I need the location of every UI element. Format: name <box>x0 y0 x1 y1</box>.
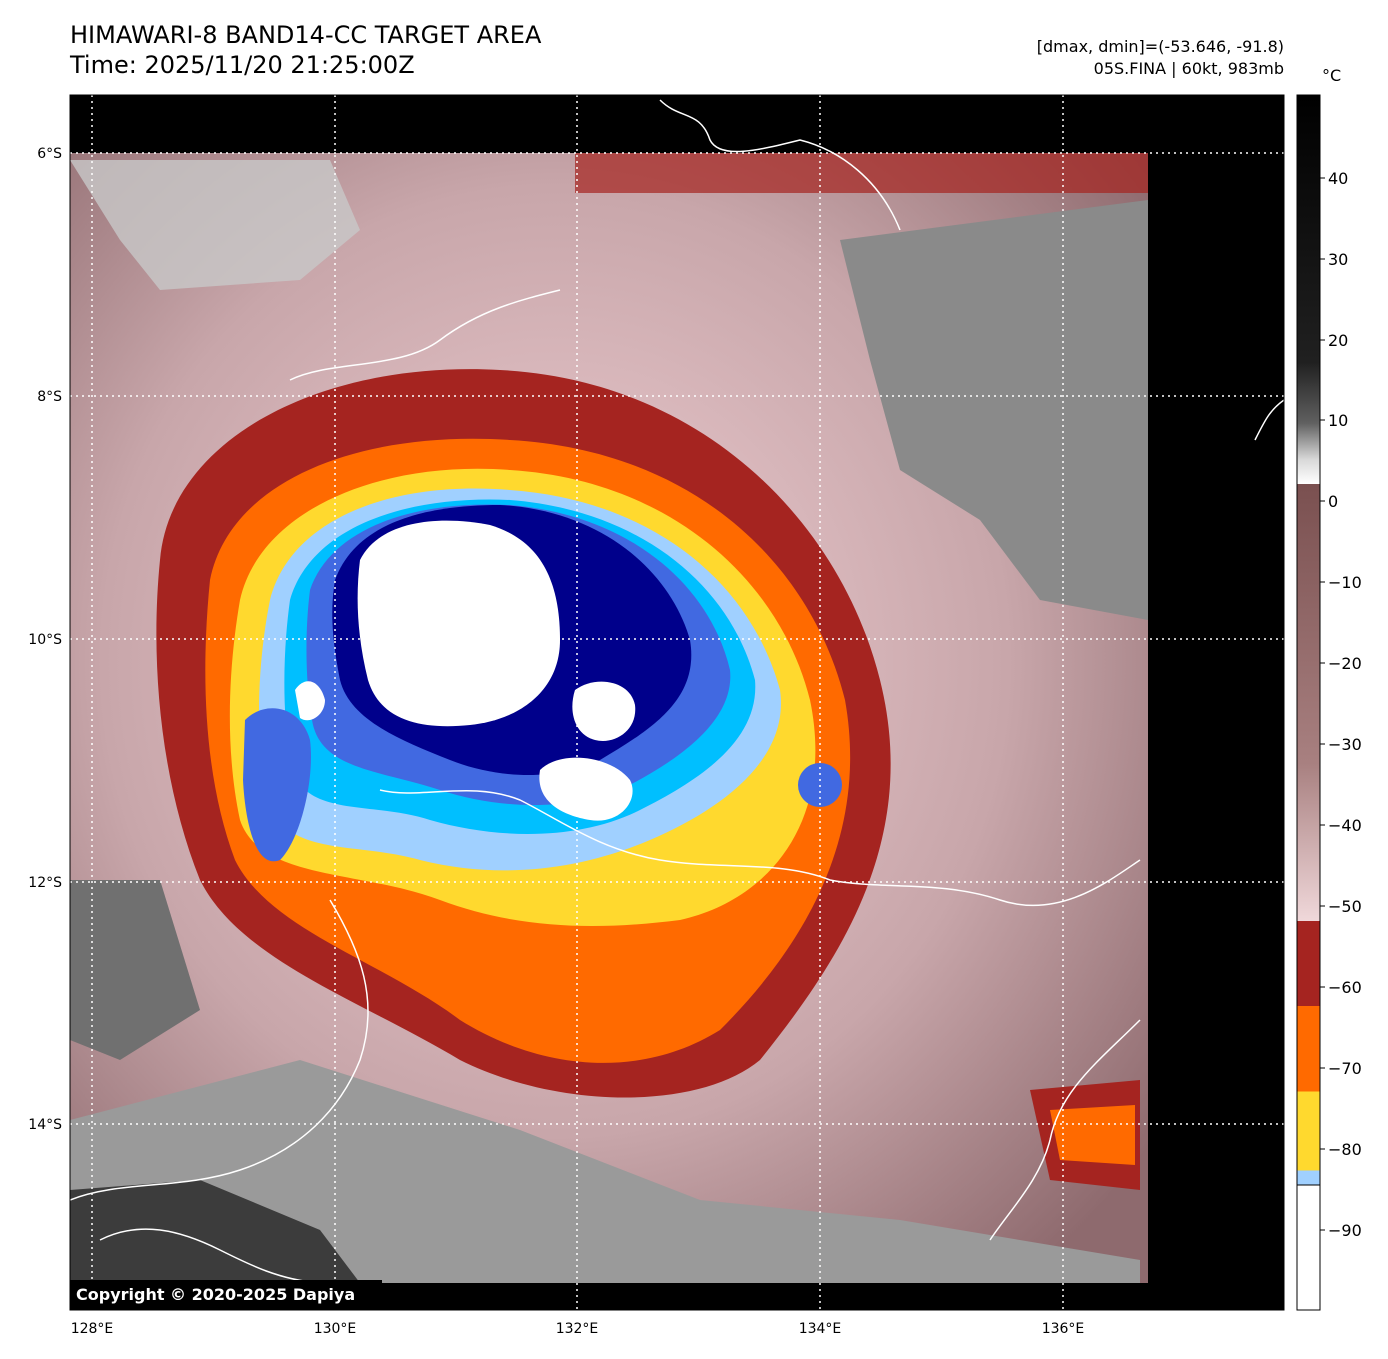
lon-label: 136°E <box>1042 1321 1085 1337</box>
coastline-far-east <box>1254 399 1284 441</box>
warm-area-east <box>840 200 1148 620</box>
title-line-2: Time: 2025/11/20 21:25:00Z <box>70 51 415 79</box>
coastlines <box>70 99 1284 1284</box>
colorbar-tick-label: −30 <box>1328 735 1362 754</box>
colorbar-coldest-bin <box>1296 1184 1321 1311</box>
imagery <box>70 95 1284 1310</box>
coastline-north-australia <box>379 789 1141 907</box>
coldest-cloud-top-main <box>357 520 560 727</box>
warm-area-west <box>70 880 200 1060</box>
outer-band-cold-cell <box>243 708 311 862</box>
southeast-cells-core <box>1050 1105 1135 1165</box>
storm-info: [dmax, dmin]=(-53.646, -91.8) 05S.FINA |… <box>1037 36 1284 80</box>
lat-label: 6°S <box>37 146 62 162</box>
lat-label: 8°S <box>37 389 62 405</box>
colorbar-tick-label: −90 <box>1328 1221 1362 1240</box>
graticule <box>70 95 1284 1310</box>
lat-label: 14°S <box>28 1117 62 1133</box>
lon-label: 134°E <box>799 1321 842 1337</box>
lon-labels: 128°E 130°E 132°E 134°E 136°E <box>71 1321 1085 1337</box>
dmax-dmin-readout: [dmax, dmin]=(-53.646, -91.8) <box>1036 37 1284 56</box>
lon-label: 132°E <box>556 1321 599 1337</box>
coastline-west <box>70 899 369 1201</box>
colorbar-tick-label: −20 <box>1328 654 1362 673</box>
lat-labels: 6°S 8°S 10°S 12°S 14°S <box>28 146 62 1133</box>
coastline-east <box>989 1019 1141 1241</box>
colorbar-tick-label: 40 <box>1328 169 1348 188</box>
coastline-kai-islands <box>659 99 901 231</box>
colorbar-unit: °C <box>1322 66 1342 85</box>
copyright-text: Copyright © 2020-2025 Dapiya <box>76 1285 355 1304</box>
outer-band-cold-core <box>295 681 325 721</box>
chart-title: HIMAWARI-8 BAND14-CC TARGET AREA Time: 2… <box>70 20 541 80</box>
colorbar-tick-label: −60 <box>1328 978 1362 997</box>
lon-label: 128°E <box>71 1321 114 1337</box>
title-line-1: HIMAWARI-8 BAND14-CC TARGET AREA <box>70 21 542 49</box>
colorbar-tick-label: 30 <box>1328 250 1348 269</box>
colorbar-tick-label: −10 <box>1328 573 1362 592</box>
colorbar-tick-label: 0 <box>1328 492 1338 511</box>
cyclone-cloud-shield <box>156 369 891 1098</box>
warm-area-southwest <box>70 1180 360 1283</box>
lat-label: 10°S <box>28 632 62 648</box>
colorbar-tick-label: −70 <box>1328 1059 1362 1078</box>
colorbar-tick-label: −40 <box>1328 816 1362 835</box>
lat-label: 12°S <box>28 875 62 891</box>
warm-area-south <box>70 1060 1140 1283</box>
colorbar-ticks: 40 30 20 10 0 −10 −20 −30 −40 −50 −60 −7… <box>1320 169 1362 1240</box>
lon-label: 130°E <box>314 1321 357 1337</box>
coldest-cloud-top-east <box>572 681 636 741</box>
copyright-box <box>70 1280 382 1310</box>
map-frame <box>69 94 1285 1311</box>
colorbar <box>1296 94 1321 1311</box>
warm-area-northwest <box>70 160 360 290</box>
colorbar-tick-label: 10 <box>1328 411 1348 430</box>
coastline-tanimbar <box>289 289 561 381</box>
coldest-cloud-top-south <box>539 757 633 821</box>
storm-id-intensity: 05S.FINA | 60kt, 983mb <box>1093 59 1284 78</box>
colorbar-tick-label: 20 <box>1328 331 1348 350</box>
colorbar-tick-label: −80 <box>1328 1140 1362 1159</box>
colorbar-tick-label: −50 <box>1328 897 1362 916</box>
coastline-southwest <box>99 1228 321 1284</box>
